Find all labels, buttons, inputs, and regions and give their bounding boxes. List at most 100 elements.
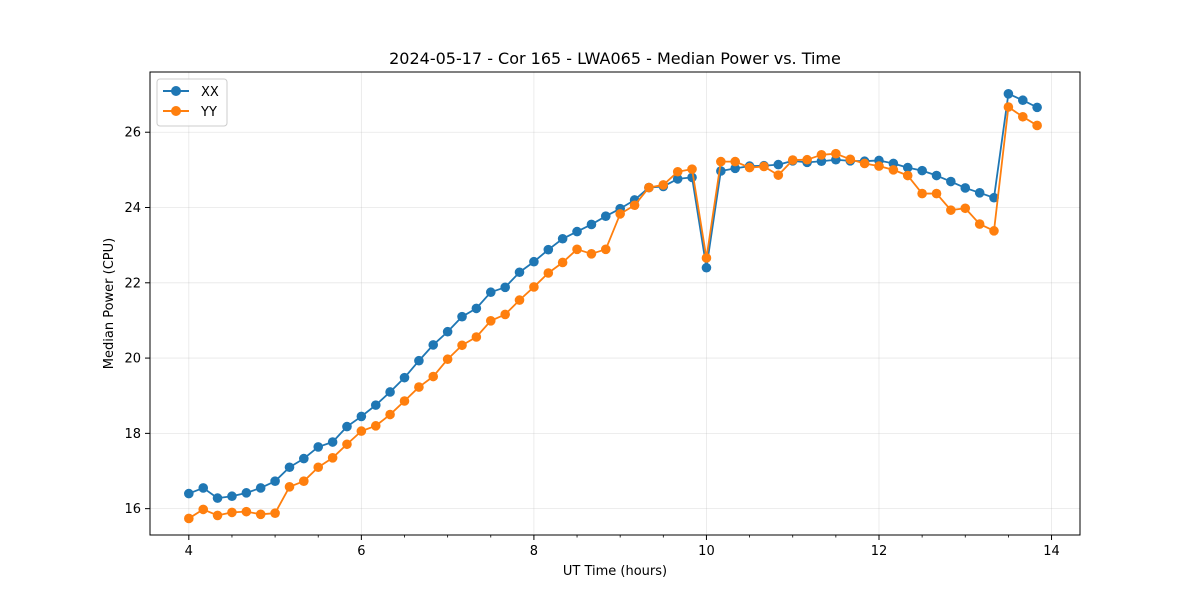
data-point-xx xyxy=(730,163,740,174)
data-point-yy xyxy=(859,158,870,169)
data-point-xx xyxy=(399,372,410,383)
data-point-xx xyxy=(212,493,223,503)
data-point-yy xyxy=(730,156,740,167)
data-point-yy xyxy=(816,150,827,160)
data-point-xx xyxy=(327,437,338,447)
data-point-xx xyxy=(428,340,439,350)
data-point-xx xyxy=(184,488,194,499)
x-axis-label: UT Time (hours) xyxy=(563,564,667,579)
data-point-yy xyxy=(385,409,395,420)
data-point-yy xyxy=(888,165,899,175)
data-point-xx xyxy=(442,326,453,337)
y-tick-label: 20 xyxy=(124,352,141,367)
data-point-yy xyxy=(1032,120,1042,131)
data-point-yy xyxy=(1018,111,1028,122)
data-point-yy xyxy=(284,482,295,492)
data-point-yy xyxy=(428,371,439,382)
legend-marker-yy xyxy=(171,106,181,116)
data-point-xx xyxy=(198,483,209,493)
data-point-xx xyxy=(270,476,280,486)
data-point-yy xyxy=(658,180,669,190)
plot-frame xyxy=(149,71,1081,536)
data-point-xx xyxy=(241,488,252,498)
y-axis-label: Median Power (CPU) xyxy=(102,238,117,369)
data-point-yy xyxy=(327,453,338,463)
data-point-yy xyxy=(701,253,712,263)
data-point-yy xyxy=(802,154,812,165)
data-point-yy xyxy=(759,161,769,172)
data-point-yy xyxy=(572,244,582,255)
legend: XX YY xyxy=(156,78,228,127)
data-point-yy xyxy=(270,508,280,518)
data-point-yy xyxy=(974,219,985,229)
data-point-yy xyxy=(543,268,554,278)
data-point-yy xyxy=(457,340,467,351)
data-point-yy xyxy=(845,154,856,165)
x-tick-label: 14 xyxy=(1043,544,1060,559)
data-point-yy xyxy=(946,205,956,215)
x-tick-label: 6 xyxy=(357,544,365,559)
data-point-xx xyxy=(356,411,367,422)
data-point-xx xyxy=(485,287,496,298)
data-point-yy xyxy=(744,162,755,173)
data-point-yy xyxy=(485,316,496,326)
data-point-xx xyxy=(773,159,784,170)
data-point-xx xyxy=(917,165,927,176)
data-point-xx xyxy=(557,233,568,244)
x-tick-label: 12 xyxy=(871,544,888,559)
data-point-yy xyxy=(227,507,237,518)
data-point-xx xyxy=(227,491,237,502)
x-tick-label: 10 xyxy=(698,544,715,559)
data-point-yy xyxy=(831,148,841,159)
data-point-yy xyxy=(615,209,625,219)
data-point-yy xyxy=(529,282,539,292)
data-point-yy xyxy=(644,182,654,193)
data-point-xx xyxy=(902,162,913,173)
data-point-xx xyxy=(385,387,395,397)
data-point-xx xyxy=(931,170,942,181)
data-point-xx xyxy=(255,483,266,493)
data-point-xx xyxy=(701,262,712,273)
data-point-xx xyxy=(471,303,482,314)
series-group xyxy=(184,89,1042,524)
data-point-yy xyxy=(212,510,223,521)
data-point-xx xyxy=(370,400,381,410)
data-point-xx xyxy=(284,462,295,473)
data-point-yy xyxy=(255,509,266,520)
data-point-yy xyxy=(356,426,367,436)
data-point-yy xyxy=(241,506,252,517)
data-point-yy xyxy=(471,332,482,342)
data-point-xx xyxy=(1018,95,1028,106)
data-point-xx xyxy=(1032,102,1042,113)
data-point-yy xyxy=(716,156,726,167)
data-point-xx xyxy=(572,226,582,237)
data-point-xx xyxy=(989,192,999,203)
data-point-yy xyxy=(787,155,798,165)
data-point-yy xyxy=(313,462,324,473)
data-point-yy xyxy=(902,170,913,181)
x-tick-label: 4 xyxy=(185,544,193,559)
data-point-xx xyxy=(529,256,539,267)
x-tick-label: 8 xyxy=(530,544,538,559)
data-point-yy xyxy=(629,200,640,211)
data-point-yy xyxy=(989,226,999,236)
chart-title: 2024-05-17 - Cor 165 - LWA065 - Median P… xyxy=(389,49,841,68)
data-point-yy xyxy=(773,170,784,180)
data-point-xx xyxy=(1003,89,1014,99)
data-point-yy xyxy=(960,203,971,214)
data-point-yy xyxy=(342,439,352,450)
legend-label-xx: XX xyxy=(201,85,219,100)
data-point-yy xyxy=(600,244,611,255)
data-point-yy xyxy=(586,249,597,259)
data-point-xx xyxy=(342,421,352,432)
data-point-xx xyxy=(672,174,683,184)
data-point-yy xyxy=(500,309,510,320)
y-tick-label: 22 xyxy=(124,276,141,291)
data-point-yy xyxy=(299,476,309,486)
data-point-xx xyxy=(414,355,424,366)
data-point-yy xyxy=(931,188,942,199)
data-point-yy xyxy=(442,354,453,365)
y-tick-label: 24 xyxy=(124,201,141,216)
y-tick-label: 18 xyxy=(124,427,141,442)
